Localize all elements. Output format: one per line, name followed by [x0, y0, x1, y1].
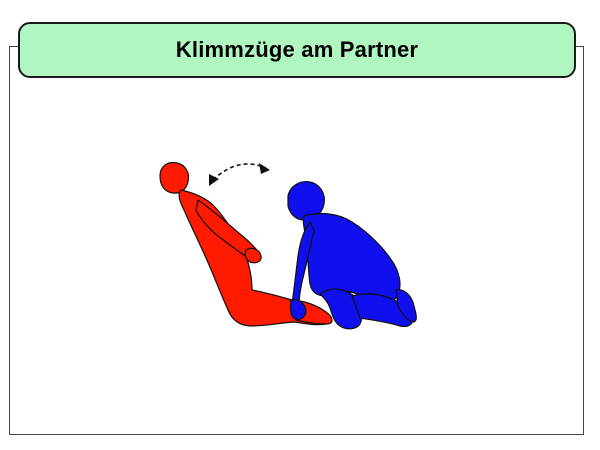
- title-bar: Klimmzüge am Partner: [18, 22, 576, 78]
- page-title: Klimmzüge am Partner: [175, 37, 419, 62]
- exercise-card-frame: [9, 46, 584, 435]
- curved-double-arrow-icon: [209, 163, 270, 186]
- partner-figure: [287, 181, 417, 330]
